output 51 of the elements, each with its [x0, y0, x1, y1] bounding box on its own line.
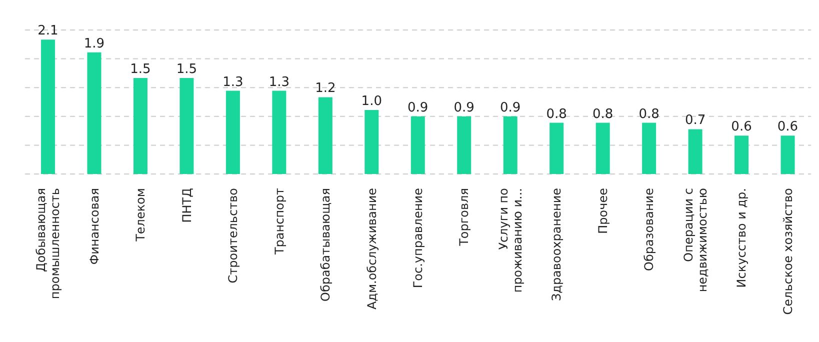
x-tick-label: Операции с недвижимостью: [681, 188, 710, 292]
data-label: 1.5: [176, 62, 198, 77]
bar: [41, 40, 55, 174]
bar: [272, 90, 286, 174]
data-label: 0.7: [684, 113, 706, 128]
bar: [87, 52, 102, 174]
data-label: 1.3: [268, 74, 290, 90]
bar: [410, 116, 425, 174]
data-label: 0.9: [454, 100, 474, 116]
x-tick-label: Обрабатывающая: [318, 188, 333, 302]
bar: [180, 78, 194, 174]
x-tick-label: Телеком: [134, 188, 148, 242]
x-tick-label: Гос.управление: [411, 188, 425, 288]
x-tick-label: Строительство: [226, 188, 240, 284]
x-tick-label: Адм.обслуживание: [364, 188, 379, 310]
x-tick-label: Торговля: [457, 188, 472, 247]
x-tick-label: Образование: [642, 188, 656, 271]
data-label: 0.9: [500, 100, 521, 116]
bar: [457, 116, 472, 174]
data-label: 2.1: [38, 24, 58, 39]
bar: [688, 129, 702, 174]
x-tick-label: ПНТД: [180, 188, 194, 223]
x-tick-label: Искусство и др.: [734, 188, 749, 288]
data-label: 0.8: [638, 106, 660, 122]
bar: [780, 136, 795, 174]
data-label: 0.9: [408, 100, 428, 116]
bar: [226, 90, 240, 174]
bar: [133, 78, 148, 174]
x-tick-label: Здравоохранение: [550, 188, 564, 302]
bar: [550, 122, 564, 174]
bar: [364, 110, 379, 174]
data-label: 1.2: [315, 81, 336, 96]
data-label: 0.6: [731, 120, 752, 135]
x-tick-label: Добывающая промышленность: [34, 188, 62, 300]
x-tick-label: Сельское хозяйство: [780, 188, 795, 315]
data-label: 0.8: [546, 106, 567, 122]
bar: [503, 116, 518, 174]
bar: [318, 97, 332, 174]
data-label: 1.5: [130, 62, 151, 77]
x-tick-label: Финансовая: [87, 188, 102, 265]
data-label: 1.3: [222, 74, 244, 90]
bar: [642, 122, 656, 174]
x-tick-label: Услуги по проживанию и...: [496, 188, 524, 293]
data-label: 1.0: [361, 94, 382, 109]
x-tick-label: Транспорт: [272, 188, 286, 256]
x-tick-label: Прочее: [596, 188, 610, 234]
bar: [734, 136, 749, 174]
data-label: 0.6: [777, 120, 798, 135]
bar: [596, 122, 610, 174]
data-label: 0.8: [592, 106, 614, 122]
data-label: 1.9: [84, 36, 105, 52]
